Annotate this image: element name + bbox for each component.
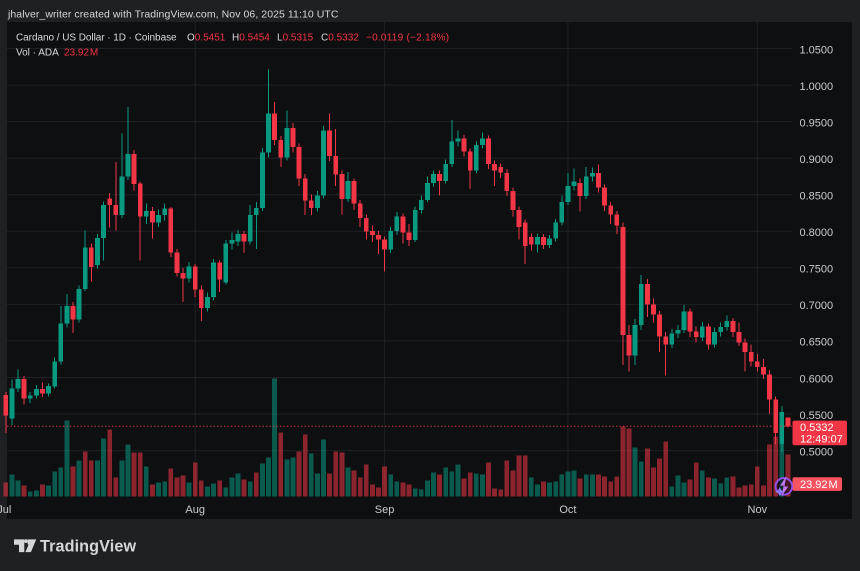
svg-text:12:49:07: 12:49:07 [800,433,843,445]
svg-text:Vol · ADA: Vol · ADA [16,48,59,59]
svg-text:L0.5315: L0.5315 [277,33,314,44]
svg-text:H0.5454: H0.5454 [232,33,270,44]
svg-text:C0.5332: C0.5332 [321,33,359,44]
svg-text:Sep: Sep [375,504,395,516]
svg-text:0.9500: 0.9500 [800,117,834,129]
svg-text:0.8500: 0.8500 [800,191,834,203]
svg-text:0.5500: 0.5500 [800,410,834,422]
svg-text:0.5332: 0.5332 [800,422,834,434]
svg-text:−0.0119 (−2.18%): −0.0119 (−2.18%) [366,33,449,44]
svg-text:0.7000: 0.7000 [800,300,834,312]
svg-text:jhalver_writer created with Tr: jhalver_writer created with TradingView.… [7,9,339,21]
svg-text:Oct: Oct [559,504,576,516]
svg-text:Cardano / US Dollar · 1D · Coi: Cardano / US Dollar · 1D · Coinbase [16,33,177,44]
svg-text:1.0000: 1.0000 [800,81,834,93]
svg-text:23.92 M: 23.92 M [800,479,838,491]
svg-text:Nov: Nov [748,504,768,516]
svg-text:Jul: Jul [0,504,11,516]
svg-text:O0.5451: O0.5451 [187,33,226,44]
svg-text:0.7500: 0.7500 [800,264,834,276]
svg-text:Aug: Aug [185,504,205,516]
svg-text:0.5000: 0.5000 [800,446,834,458]
svg-text:0.6500: 0.6500 [800,337,834,349]
svg-text:TradingView: TradingView [40,537,136,555]
svg-text:0.9000: 0.9000 [800,154,834,166]
svg-text:1.0500: 1.0500 [800,44,834,56]
svg-text:0.8000: 0.8000 [800,227,834,239]
svg-text:0.6000: 0.6000 [800,373,834,385]
svg-text:23.92 M: 23.92 M [64,48,98,59]
